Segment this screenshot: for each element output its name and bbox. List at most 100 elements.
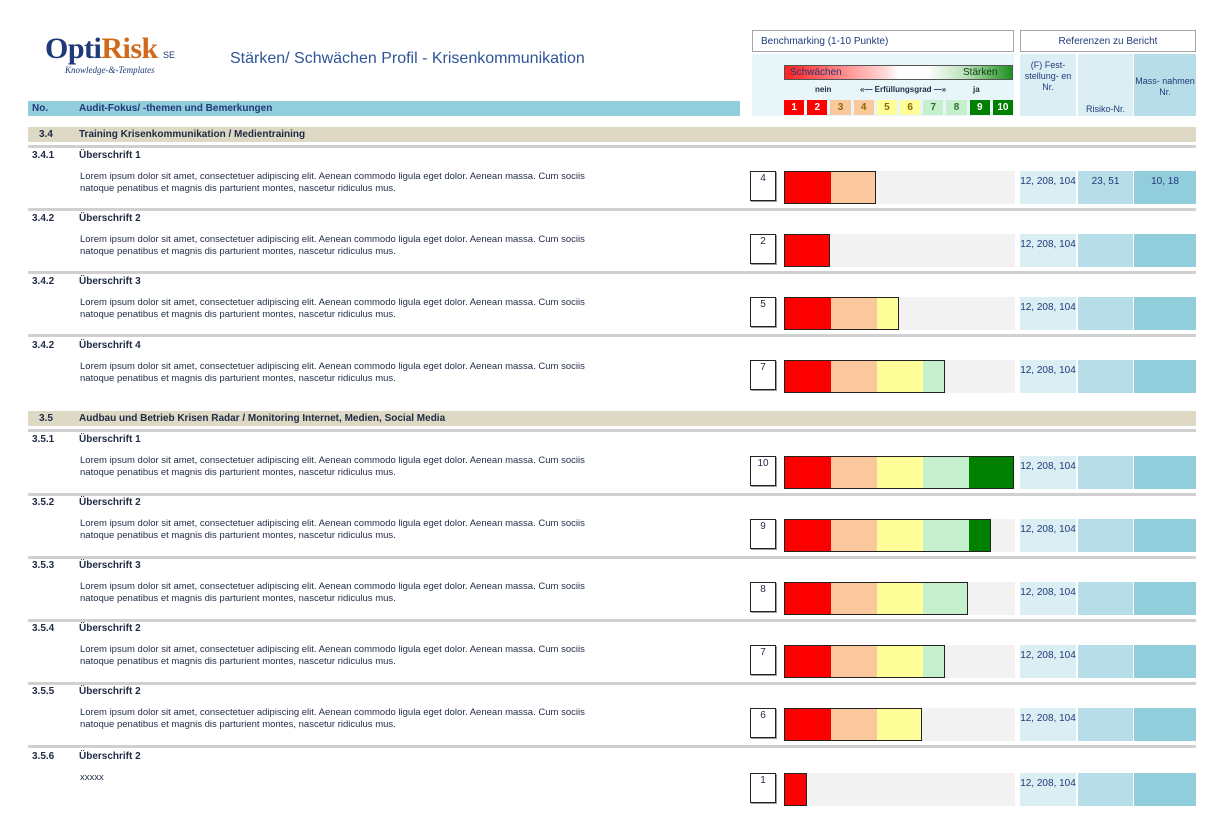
score-box[interactable]: 10 — [750, 456, 776, 486]
ref-risk — [1078, 708, 1133, 741]
bar-segment-3 — [877, 298, 898, 329]
description-line-1: Lorem ipsum dolor sit amet, consectetuer… — [80, 455, 585, 466]
description-line-2: natoque penatibus et magnis dis parturie… — [80, 467, 396, 478]
ref-risk — [1078, 582, 1133, 615]
ref-measures — [1134, 708, 1196, 741]
bar-segment-2 — [831, 583, 877, 614]
ref-risk — [1078, 519, 1133, 552]
ref-findings: 12, 208, 104 — [1020, 645, 1076, 678]
row-heading: 3.5.5 Überschrift 2 — [28, 686, 728, 700]
row-separator — [28, 682, 1196, 685]
score-box[interactable]: 9 — [750, 519, 776, 549]
row-title: Überschrift 2 — [79, 686, 141, 697]
bar-segment-2 — [831, 361, 877, 392]
scale-no-label: nein — [815, 85, 832, 94]
scale-step-6: 6 — [900, 100, 921, 115]
bar-segment-1 — [785, 457, 831, 488]
row-title: Überschrift 2 — [79, 751, 141, 762]
score-box[interactable]: 1 — [750, 773, 776, 803]
ref-col-risk-header: Risiko-Nr. — [1078, 54, 1133, 116]
ref-measures — [1134, 297, 1196, 330]
description-line-2: natoque penatibus et magnis dis parturie… — [80, 530, 396, 541]
benchmark-track — [784, 297, 1015, 330]
ref-risk — [1078, 645, 1133, 678]
row-number: 3.5.1 — [32, 434, 55, 445]
ref-findings: 12, 208, 104 — [1020, 171, 1076, 204]
row-heading: 3.5.4 Überschrift 2 — [28, 623, 728, 637]
bar-segment-2 — [831, 298, 877, 329]
scale-step-1: 1 — [784, 100, 805, 115]
page-title: Stärken/ Schwächen Profil - Krisenkommun… — [230, 50, 585, 67]
section-separator — [28, 145, 1196, 148]
row-description: Lorem ipsum dolor sit amet, consectetuer… — [80, 297, 730, 321]
bar-segment-1 — [785, 361, 831, 392]
score-box[interactable]: 7 — [750, 360, 776, 390]
scale-step-9: 9 — [969, 100, 990, 115]
references-header: Referenzen zu Bericht — [1020, 30, 1196, 52]
row-heading: 3.4.2 Überschrift 4 — [28, 340, 728, 354]
score-box[interactable]: 5 — [750, 297, 776, 327]
row-title: Überschrift 4 — [79, 340, 141, 351]
ref-measures — [1134, 360, 1196, 393]
bar-segment-4 — [923, 457, 969, 488]
logo-subtitle: Knowledge-&-Templates — [65, 65, 155, 75]
section-separator — [28, 429, 1196, 432]
description-line-2: natoque penatibus et magnis dis parturie… — [80, 246, 396, 257]
bar-segment-1 — [785, 298, 831, 329]
scale-step-2: 2 — [807, 100, 828, 115]
bar-segment-2 — [831, 457, 877, 488]
bar-segment-5 — [969, 457, 1013, 488]
row-heading: 3.4.1 Überschrift 1 — [28, 150, 728, 164]
benchmark-track — [784, 519, 1015, 552]
benchmark-bar — [784, 582, 968, 615]
legend-weak-label: Schwächen — [790, 67, 842, 78]
benchmark-bar — [784, 456, 1014, 489]
row-number: 3.5.6 — [32, 751, 55, 762]
scale-step-3: 3 — [830, 100, 851, 115]
score-box[interactable]: 7 — [750, 645, 776, 675]
header-no: No. — [32, 103, 49, 114]
description-line-2: natoque penatibus et magnis dis parturie… — [80, 593, 396, 604]
scale-step-8: 8 — [946, 100, 967, 115]
scale-step-10: 10 — [992, 100, 1014, 115]
row-description: Lorem ipsum dolor sit amet, consectetuer… — [80, 171, 730, 195]
section-header: 3.4 Training Krisenkommunikation / Medien… — [28, 127, 1196, 142]
description-line-2: natoque penatibus et magnis dis parturie… — [80, 309, 396, 320]
row-number: 3.5.2 — [32, 497, 55, 508]
bar-segment-4 — [923, 361, 944, 392]
row-number: 3.4.2 — [32, 340, 55, 351]
ref-findings: 12, 208, 104 — [1020, 582, 1076, 615]
description-line-1: Lorem ipsum dolor sit amet, consectetuer… — [80, 361, 585, 372]
bar-segment-1 — [785, 583, 831, 614]
row-description: Lorem ipsum dolor sit amet, consectetuer… — [80, 234, 730, 258]
bar-segment-1 — [785, 774, 806, 805]
ref-risk — [1078, 773, 1133, 806]
benchmark-bar — [784, 645, 945, 678]
benchmark-header: Benchmarking (1-10 Punkte) — [752, 30, 1014, 52]
ref-findings: 12, 208, 104 — [1020, 360, 1076, 393]
bar-segment-2 — [831, 709, 877, 740]
section-title: Training Krisenkommunikation / Medientra… — [79, 129, 306, 140]
ref-measures: 10, 18 — [1134, 171, 1196, 204]
row-description: Lorem ipsum dolor sit amet, consectetuer… — [80, 707, 730, 731]
bar-segment-1 — [785, 520, 831, 551]
ref-findings: 12, 208, 104 — [1020, 708, 1076, 741]
benchmark-track — [784, 708, 1015, 741]
benchmark-bar — [784, 234, 830, 267]
score-box[interactable]: 8 — [750, 582, 776, 612]
ref-measures — [1134, 773, 1196, 806]
row-description: Lorem ipsum dolor sit amet, consectetuer… — [80, 455, 730, 479]
section-number: 3.5 — [39, 413, 53, 424]
benchmark-track — [784, 456, 1015, 489]
row-title: Überschrift 2 — [79, 623, 141, 634]
header-focus: Audit-Fokus/ -themen und Bemerkungen — [79, 103, 273, 114]
score-box[interactable]: 2 — [750, 234, 776, 264]
ref-findings: 12, 208, 104 — [1020, 234, 1076, 267]
ref-measures — [1134, 456, 1196, 489]
bar-segment-1 — [785, 172, 831, 203]
description-line-1: Lorem ipsum dolor sit amet, consectetuer… — [80, 171, 585, 182]
bar-segment-4 — [923, 583, 967, 614]
row-title: Überschrift 1 — [79, 434, 141, 445]
score-box[interactable]: 6 — [750, 708, 776, 738]
score-box[interactable]: 4 — [750, 171, 776, 201]
